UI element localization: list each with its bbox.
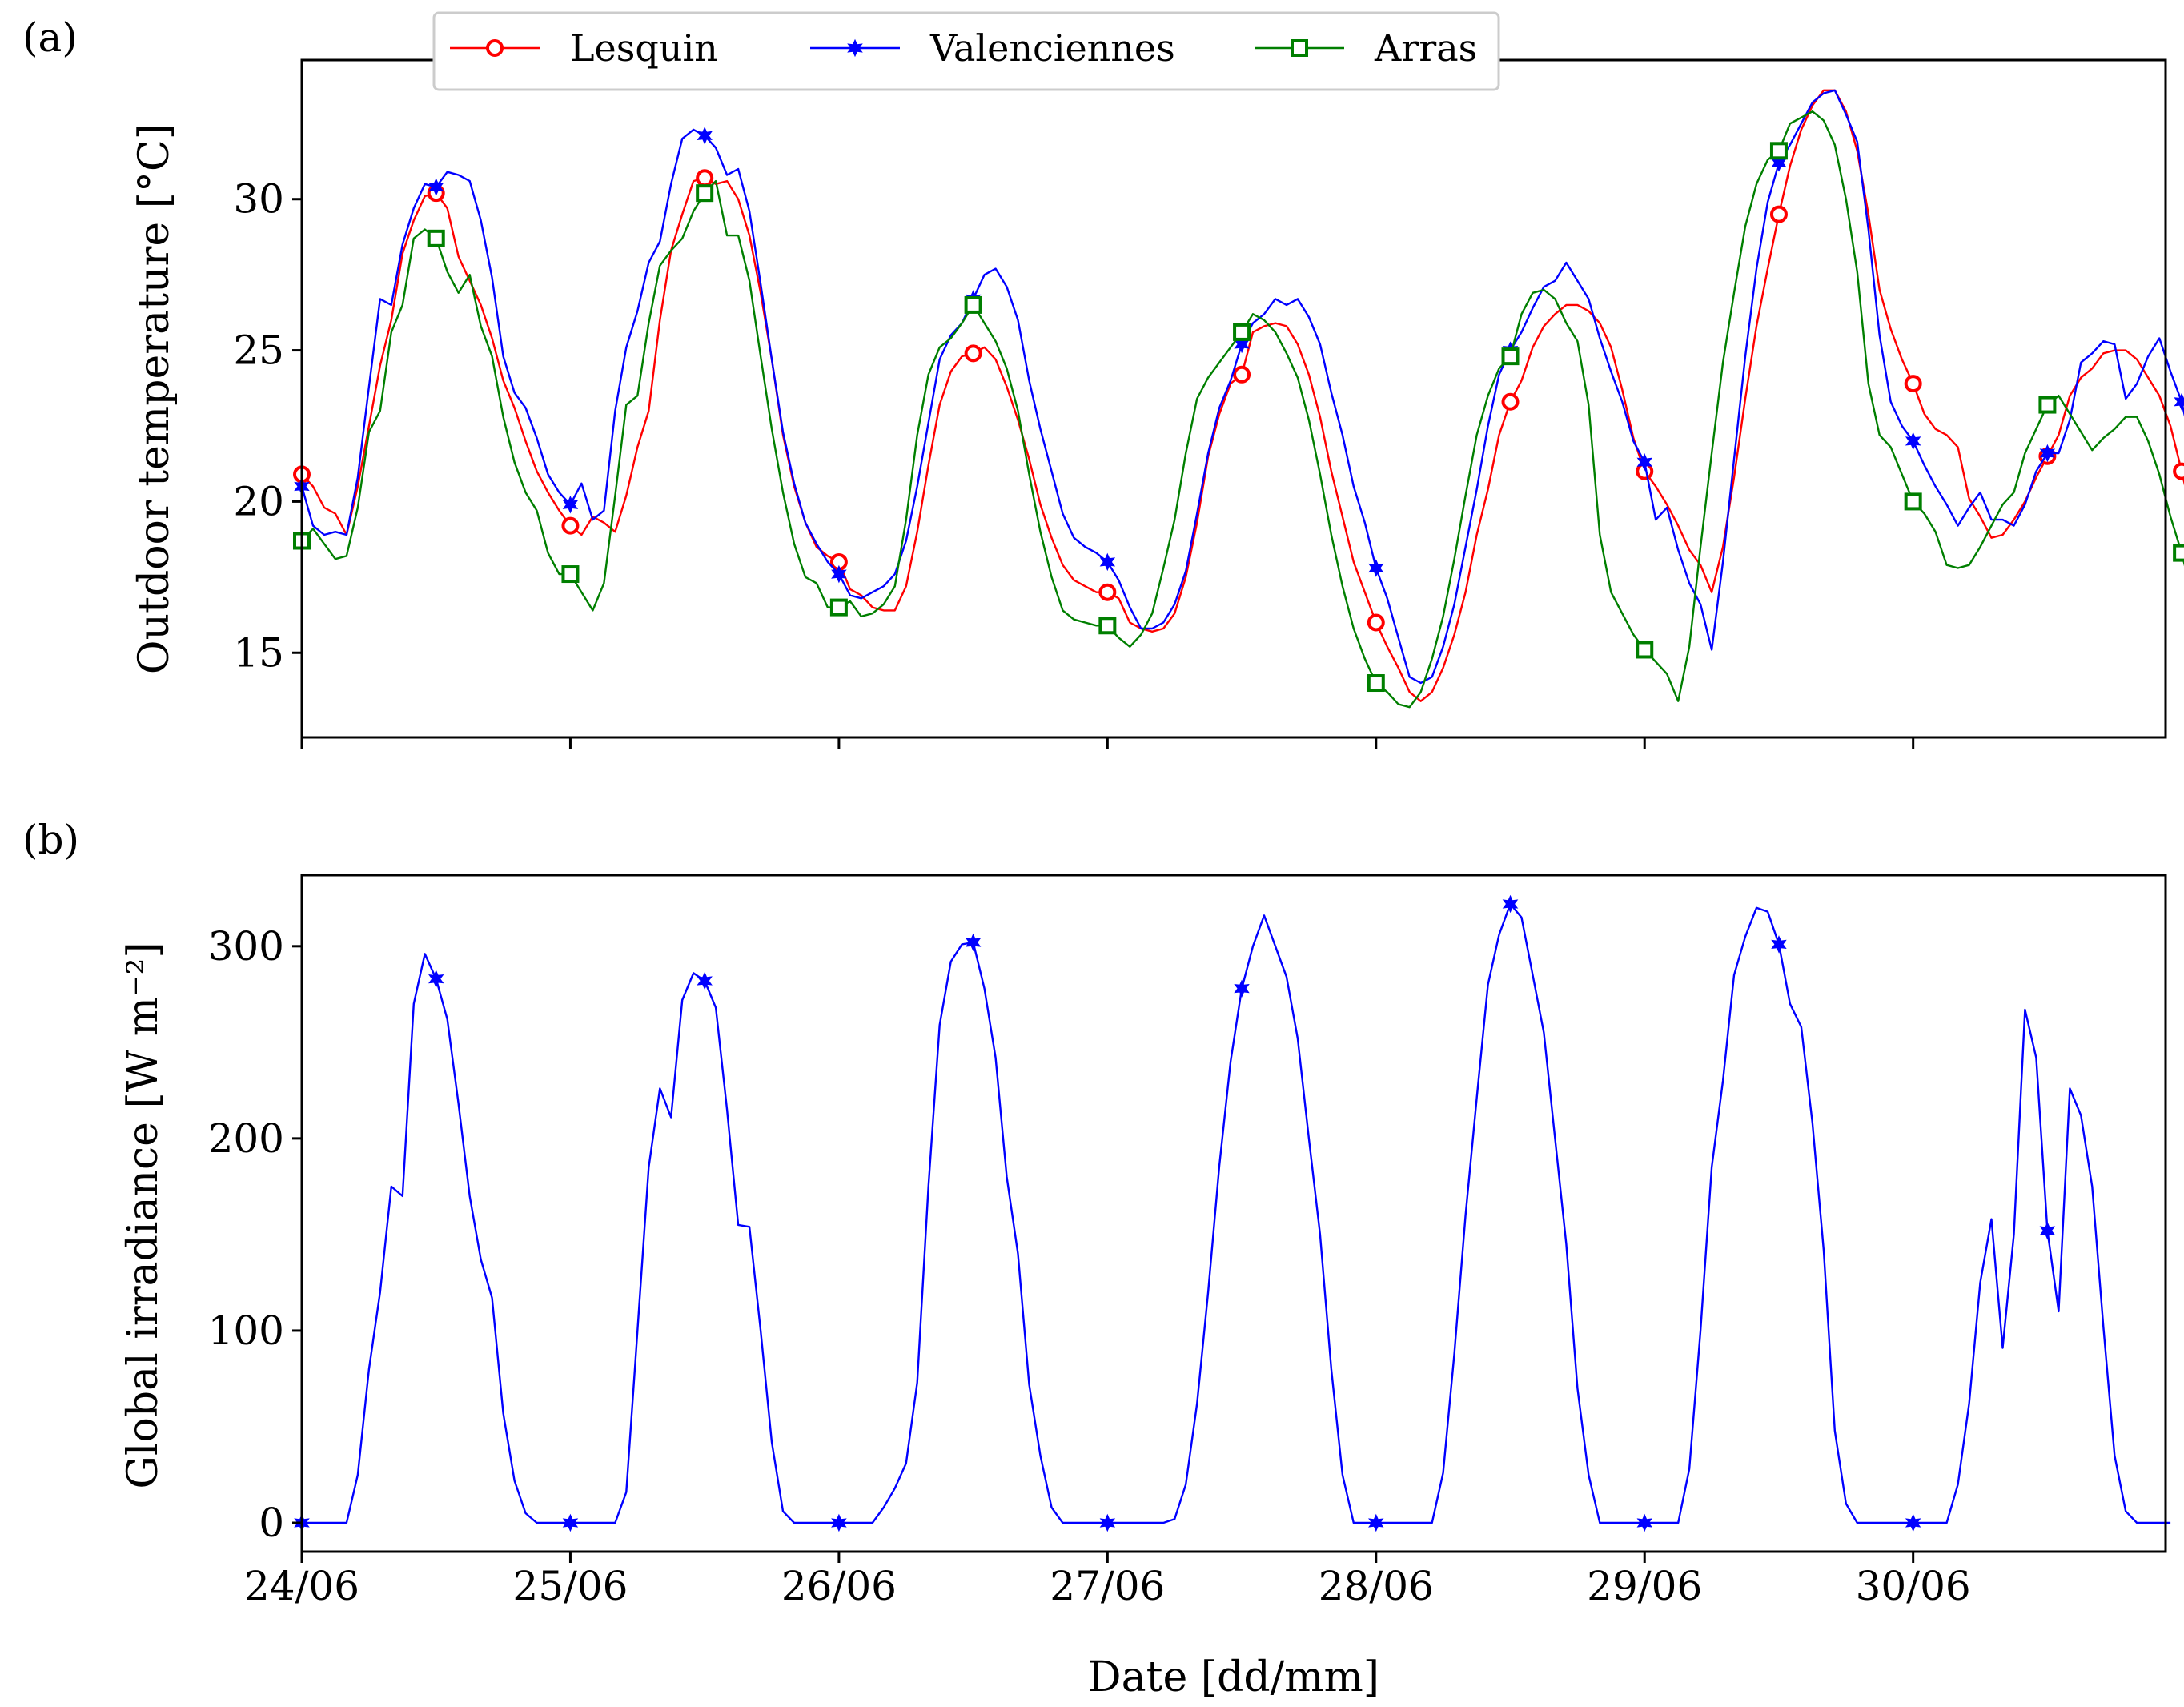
irradiance-marker-valenciennes — [428, 970, 444, 988]
temperature-marker-lesquin — [1501, 392, 1520, 411]
irradiance-marker-valenciennes — [1368, 1513, 1384, 1532]
temperature-marker-valenciennes — [831, 564, 847, 584]
x-tick-label: 28/06 — [1319, 1563, 1434, 1609]
irradiance-marker-valenciennes — [1771, 935, 1787, 954]
temperature-y-axis-label: Outdoor temperature [°C] — [130, 123, 179, 674]
irradiance-marker-valenciennes — [2039, 1221, 2056, 1240]
temperature-marker-arras — [1904, 492, 1922, 511]
temperature-marker-valenciennes — [1099, 552, 1116, 572]
x-tick-label: 24/06 — [244, 1563, 359, 1609]
x-tick-label: 25/06 — [512, 1563, 628, 1609]
irradiance-marker-valenciennes — [1234, 979, 1250, 998]
temperature-marker-lesquin — [1904, 375, 1922, 393]
irradiance-panel: (b) 0 100 200 300 24/06 25/06 26/06 27/06 28/06… — [22, 817, 2171, 1701]
irradiance-marker-valenciennes — [697, 971, 713, 990]
temperature-y-tick-label: 30 — [233, 176, 284, 223]
temperature-panel: (a) 15 20 25 30 Outdoor temperature [°C] Le… — [22, 11, 2184, 749]
temperature-marker-arras — [1098, 617, 1117, 635]
temperature-marker-valenciennes — [2039, 444, 2056, 463]
temperature-marker-lesquin — [1098, 583, 1117, 601]
temperature-line-arras — [301, 110, 2184, 709]
temperature-marker-arras — [2173, 544, 2184, 562]
temperature-marker-arras — [964, 295, 982, 314]
x-tick-label: 27/06 — [1050, 1563, 1165, 1609]
temperature-line-lesquin — [301, 89, 2184, 702]
irradiance-y-tick-label: 200 — [208, 1115, 284, 1162]
temperature-marker-arras — [2038, 396, 2057, 414]
irradiance-marker-valenciennes — [1636, 1513, 1652, 1532]
legend: Lesquin Valenciennes Arras — [432, 11, 1500, 91]
temperature-marker-lesquin — [561, 516, 580, 535]
temperature-marker-arras — [696, 184, 714, 203]
temperature-marker-arras — [561, 565, 580, 584]
legend-label-lesquin: Lesquin — [570, 26, 718, 70]
irradiance-y-tick-label: 300 — [208, 923, 284, 970]
temperature-y-tick-label: 25 — [233, 327, 284, 374]
x-tick-label: 30/06 — [1856, 1563, 1971, 1609]
temperature-marker-valenciennes — [1368, 559, 1384, 577]
legend-box — [432, 11, 1500, 91]
temperature-y-tick-label: 15 — [233, 629, 284, 676]
temperature-marker-arras — [829, 598, 848, 617]
irradiance-line-valenciennes — [302, 902, 2171, 1524]
irradiance-marker-valenciennes — [831, 1513, 847, 1532]
temperature-marker-valenciennes — [1636, 453, 1652, 472]
irradiance-marker-valenciennes — [965, 933, 982, 952]
x-axis-label: Date [dd/mm] — [1088, 1653, 1379, 1701]
irradiance-y-tick-label: 0 — [259, 1500, 284, 1546]
temperature-plot-frame — [300, 58, 2167, 739]
panel-label-a: (a) — [22, 14, 78, 61]
x-tick-label: 26/06 — [781, 1563, 897, 1609]
legend-label-valenciennes: Valenciennes — [929, 26, 1175, 70]
temperature-marker-valenciennes — [2174, 392, 2184, 412]
irradiance-marker-valenciennes — [562, 1513, 579, 1532]
irradiance-y-axis-label: Global irradiance [W m⁻²] — [119, 942, 167, 1488]
temperature-marker-arras — [1367, 674, 1385, 693]
temperature-marker-arras — [1636, 641, 1654, 659]
irradiance-marker-valenciennes — [1099, 1513, 1116, 1532]
temperature-marker-lesquin — [964, 344, 982, 363]
legend-label-arras: Arras — [1374, 26, 1477, 70]
temperature-y-tick-label: 20 — [233, 478, 284, 524]
legend-marker-lesquin — [486, 39, 504, 57]
panel-label-b: (b) — [22, 817, 79, 863]
temperature-marker-valenciennes — [697, 127, 713, 145]
temperature-marker-lesquin — [1367, 613, 1385, 632]
temperature-marker-arras — [1769, 142, 1788, 160]
temperature-marker-valenciennes — [1905, 432, 1921, 451]
temperature-marker-lesquin — [696, 169, 714, 187]
temperature-marker-arras — [427, 229, 445, 247]
irradiance-plot-frame — [300, 874, 2167, 1553]
irradiance-marker-valenciennes — [1502, 894, 1519, 914]
temperature-marker-valenciennes — [428, 178, 444, 196]
legend-marker-valenciennes — [847, 38, 863, 58]
temperature-line-valenciennes — [300, 89, 2184, 685]
irradiance-y-tick-label: 100 — [208, 1307, 284, 1354]
temperature-marker-valenciennes — [562, 495, 579, 514]
temperature-marker-lesquin — [2173, 462, 2184, 480]
temperature-marker-arras — [1233, 323, 1251, 341]
legend-marker-arras — [1291, 39, 1308, 57]
irradiance-marker-valenciennes — [1905, 1513, 1921, 1532]
temperature-marker-arras — [1501, 347, 1520, 366]
x-tick-label: 29/06 — [1587, 1563, 1702, 1609]
temperature-marker-lesquin — [1769, 205, 1788, 223]
temperature-marker-lesquin — [1233, 365, 1251, 384]
